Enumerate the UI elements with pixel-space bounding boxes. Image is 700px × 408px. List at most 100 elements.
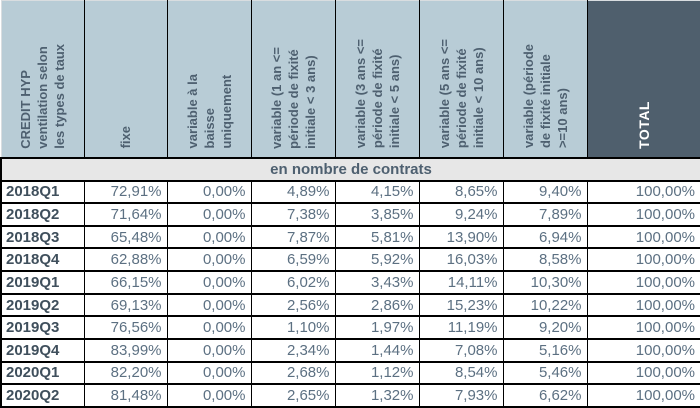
value-cell: 8,65% bbox=[418, 179, 504, 204]
value-cell: 10,30% bbox=[502, 270, 588, 295]
value-cell: 0,00% bbox=[166, 360, 252, 385]
table-row: 2019Q1 66,15% 0,00% 6,02% 3,43% 14,11% 10,30% 1… bbox=[0, 270, 700, 295]
value-cell: 100,00% bbox=[586, 360, 700, 385]
table-header: CREDIT HYP ventilation selon les types d… bbox=[0, 0, 700, 181]
row-label: 2019Q2 bbox=[0, 292, 85, 317]
value-cell: 4,15% bbox=[334, 179, 420, 204]
value-cell: 100,00% bbox=[586, 247, 700, 272]
col-header-credit-hyp-label: CREDIT HYP ventilation selon les types d… bbox=[18, 43, 67, 149]
subheader-row: en nombre de contrats bbox=[0, 157, 700, 181]
value-cell: 7,38% bbox=[250, 202, 336, 227]
value-cell: 7,93% bbox=[418, 383, 504, 408]
value-cell: 2,68% bbox=[250, 360, 336, 385]
value-cell: 100,00% bbox=[586, 270, 700, 295]
value-cell: 13,90% bbox=[418, 224, 504, 249]
row-label: 2020Q1 bbox=[0, 360, 85, 385]
value-cell: 71,64% bbox=[83, 202, 168, 227]
col-header-fixe: fixe bbox=[83, 0, 168, 159]
value-cell: 7,08% bbox=[418, 338, 504, 363]
value-cell: 100,00% bbox=[586, 338, 700, 363]
value-cell: 0,00% bbox=[166, 292, 252, 317]
header-row: CREDIT HYP ventilation selon les types d… bbox=[0, 0, 700, 159]
table-row: 2020Q1 82,20% 0,00% 2,68% 1,12% 8,54% 5,46% 100… bbox=[0, 360, 700, 385]
col-header-credit-hyp: CREDIT HYP ventilation selon les types d… bbox=[0, 0, 85, 159]
col-header-variable-5-10-ans-label: variable (5 ans <= période de fixité ini… bbox=[436, 39, 486, 149]
value-cell: 16,03% bbox=[418, 247, 504, 272]
value-cell: 0,00% bbox=[166, 383, 252, 408]
row-label: 2018Q2 bbox=[0, 202, 85, 227]
value-cell: 3,43% bbox=[334, 270, 420, 295]
row-label: 2019Q1 bbox=[0, 270, 85, 295]
row-label: 2020Q2 bbox=[0, 383, 85, 408]
value-cell: 2,34% bbox=[250, 338, 336, 363]
col-header-variable-5-10-ans: variable (5 ans <= période de fixité ini… bbox=[418, 0, 504, 159]
value-cell: 6,02% bbox=[250, 270, 336, 295]
value-cell: 5,92% bbox=[334, 247, 420, 272]
row-label: 2018Q3 bbox=[0, 224, 85, 249]
row-label: 2018Q1 bbox=[0, 179, 85, 204]
value-cell: 65,48% bbox=[83, 224, 168, 249]
value-cell: 9,24% bbox=[418, 202, 504, 227]
col-header-variable-3-5-ans-label: variable (3 ans <= période de fixité ini… bbox=[352, 39, 402, 149]
value-cell: 0,00% bbox=[166, 338, 252, 363]
value-cell: 0,00% bbox=[166, 270, 252, 295]
value-cell: 2,65% bbox=[250, 383, 336, 408]
value-cell: 100,00% bbox=[586, 224, 700, 249]
value-cell: 100,00% bbox=[586, 202, 700, 227]
value-cell: 8,54% bbox=[418, 360, 504, 385]
table-row: 2018Q4 62,88% 0,00% 6,59% 5,92% 16,03% 8,58% 10… bbox=[0, 247, 700, 272]
table-row: 2020Q2 81,48% 0,00% 2,65% 1,32% 7,93% 6,62% 100… bbox=[0, 383, 700, 408]
value-cell: 11,19% bbox=[418, 315, 504, 340]
value-cell: 4,89% bbox=[250, 179, 336, 204]
col-header-variable-10-plus-ans: variable (période de fixité initiale >=1… bbox=[502, 0, 588, 159]
value-cell: 15,23% bbox=[418, 292, 504, 317]
value-cell: 66,15% bbox=[83, 270, 168, 295]
value-cell: 0,00% bbox=[166, 247, 252, 272]
value-cell: 7,89% bbox=[502, 202, 588, 227]
table-row: 2019Q3 76,56% 0,00% 1,10% 1,97% 11,19% 9,20% 10… bbox=[0, 315, 700, 340]
col-header-total: TOTAL bbox=[586, 0, 700, 159]
value-cell: 5,46% bbox=[502, 360, 588, 385]
value-cell: 6,62% bbox=[502, 383, 588, 408]
value-cell: 0,00% bbox=[166, 315, 252, 340]
value-cell: 10,22% bbox=[502, 292, 588, 317]
value-cell: 5,16% bbox=[502, 338, 588, 363]
value-cell: 1,10% bbox=[250, 315, 336, 340]
value-cell: 9,20% bbox=[502, 315, 588, 340]
value-cell: 76,56% bbox=[83, 315, 168, 340]
col-header-variable-10-plus-ans-label: variable (période de fixité initiale >=1… bbox=[520, 44, 570, 149]
value-cell: 6,59% bbox=[250, 247, 336, 272]
table-row: 2018Q3 65,48% 0,00% 7,87% 5,81% 13,90% 6,94% 10… bbox=[0, 224, 700, 249]
value-cell: 14,11% bbox=[418, 270, 504, 295]
value-cell: 1,97% bbox=[334, 315, 420, 340]
table-row: 2018Q2 71,64% 0,00% 7,38% 3,85% 9,24% 7,89% 100… bbox=[0, 202, 700, 227]
col-header-total-label: TOTAL bbox=[635, 100, 652, 149]
value-cell: 5,81% bbox=[334, 224, 420, 249]
row-label: 2018Q4 bbox=[0, 247, 85, 272]
value-cell: 8,58% bbox=[502, 247, 588, 272]
value-cell: 100,00% bbox=[586, 292, 700, 317]
value-cell: 2,86% bbox=[334, 292, 420, 317]
value-cell: 100,00% bbox=[586, 315, 700, 340]
value-cell: 69,13% bbox=[83, 292, 168, 317]
col-header-variable-1-3-ans-label: variable (1 an <= période de fixité init… bbox=[268, 46, 318, 149]
value-cell: 1,12% bbox=[334, 360, 420, 385]
col-header-variable-baisse: variable à la baisse uniquement bbox=[166, 0, 252, 159]
value-cell: 72,91% bbox=[83, 179, 168, 204]
table-row: 2019Q4 83,99% 0,00% 2,34% 1,44% 7,08% 5,16% 100… bbox=[0, 338, 700, 363]
value-cell: 1,32% bbox=[334, 383, 420, 408]
value-cell: 62,88% bbox=[83, 247, 168, 272]
subheader-label: en nombre de contrats bbox=[0, 157, 700, 181]
value-cell: 81,48% bbox=[83, 383, 168, 408]
value-cell: 2,56% bbox=[250, 292, 336, 317]
col-header-variable-3-5-ans: variable (3 ans <= période de fixité ini… bbox=[334, 0, 420, 159]
value-cell: 7,87% bbox=[250, 224, 336, 249]
value-cell: 100,00% bbox=[586, 383, 700, 408]
table-body: 2018Q1 72,91% 0,00% 4,89% 4,15% 8,65% 9,40% 100… bbox=[0, 179, 700, 408]
value-cell: 0,00% bbox=[166, 224, 252, 249]
row-label: 2019Q4 bbox=[0, 338, 85, 363]
value-cell: 100,00% bbox=[586, 179, 700, 204]
value-cell: 82,20% bbox=[83, 360, 168, 385]
